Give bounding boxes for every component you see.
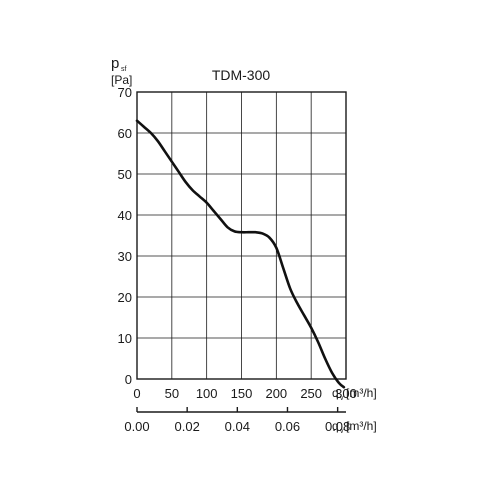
x2-tick-label: 0.00	[124, 419, 149, 434]
series-line-pressure	[135, 119, 346, 389]
x-tick-label: 300	[335, 386, 357, 401]
x2-axis-label-unit: [m³/h]	[346, 419, 377, 433]
y-axis-label-main: p	[111, 55, 119, 72]
x-axis-label-main: q	[332, 386, 339, 400]
x2-tick-label: 0.06	[275, 419, 300, 434]
y-tick-label: 0	[125, 372, 132, 387]
x-tick-label: 100	[196, 386, 218, 401]
y-axis-label-unit: [Pa]	[111, 73, 132, 87]
x-tick-label: 50	[165, 386, 179, 401]
y-tick-labels: 0 10 20 30 40 50 60 70	[118, 85, 132, 387]
x2-axis-label-main: q	[332, 419, 339, 433]
x2-axis-label-sub: v	[340, 428, 344, 435]
x-axis-label-sub: v	[340, 395, 344, 402]
x2-tick-labels: 0.00 0.02 0.04 0.06 0.08	[124, 407, 350, 434]
x2-axis-label: q v [m³/h]	[332, 419, 377, 435]
y-tick-label: 50	[118, 167, 132, 182]
grid-lines	[136, 91, 347, 380]
y-tick-label: 60	[118, 126, 132, 141]
x2-tick-label: 0.04	[225, 419, 250, 434]
x-tick-label: 150	[231, 386, 253, 401]
y-axis-label: p sf [Pa]	[111, 55, 132, 87]
x-axis-label-unit: [m³/h]	[346, 386, 377, 400]
plot-frame	[136, 91, 347, 380]
y-tick-label: 70	[118, 85, 132, 100]
x-axis-label: q v [m³/h]	[332, 386, 377, 402]
x2-tick-label: 0.02	[175, 419, 200, 434]
x2-tick-label: 0.08	[325, 419, 350, 434]
y-tick-label: 30	[118, 249, 132, 264]
chart-title: TDM-300	[212, 67, 271, 83]
y-tick-label: 10	[118, 331, 132, 346]
y-tick-label: 40	[118, 208, 132, 223]
x-tick-label: 200	[265, 386, 287, 401]
y-axis-label-sub: sf	[121, 66, 127, 73]
x-tick-label: 250	[300, 386, 322, 401]
x-tick-label: 0	[133, 386, 140, 401]
y-tick-label: 20	[118, 290, 132, 305]
x-tick-labels: 0 50 100 150 200 250 300	[133, 386, 356, 401]
